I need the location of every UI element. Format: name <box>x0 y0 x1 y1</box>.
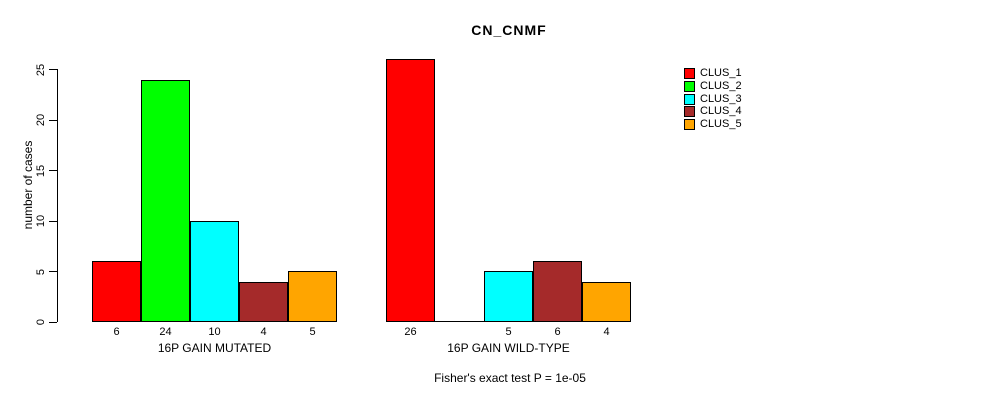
bar-value-label: 10 <box>208 326 221 338</box>
bar-zero-CLUS_2 <box>435 321 484 322</box>
bar-CLUS_3 <box>484 271 533 322</box>
legend-label: CLUS_2 <box>700 80 742 92</box>
y-tick-label: 25 <box>35 63 47 76</box>
legend-item: CLUS_4 <box>684 105 742 117</box>
y-tick-mark <box>49 69 57 70</box>
y-tick-label: 10 <box>35 214 47 228</box>
y-tick-mark <box>49 170 57 171</box>
y-axis-title: number of cases <box>21 140 35 230</box>
legend-label: CLUS_5 <box>700 118 742 130</box>
legend-swatch-CLUS_4 <box>684 105 695 117</box>
legend-item: CLUS_3 <box>684 93 742 105</box>
y-tick-mark <box>49 220 57 222</box>
x-axis-group-label: 16P GAIN WILD-TYPE <box>447 341 570 355</box>
chart-title: CN_CNMF <box>471 22 547 38</box>
bar-CLUS_4 <box>533 261 582 322</box>
bar-CLUS_5 <box>582 282 631 322</box>
bar-CLUS_5 <box>288 271 337 322</box>
bar-CLUS_1 <box>92 261 141 322</box>
bar-value-label: 6 <box>554 326 561 338</box>
y-tick-label: 5 <box>35 268 47 275</box>
legend-item: CLUS_1 <box>684 67 742 79</box>
bar-value-label: 4 <box>260 326 267 338</box>
footnote-text: Fisher's exact test P = 1e-05 <box>434 371 586 385</box>
bar-value-label: 4 <box>603 326 610 338</box>
legend-swatch-CLUS_1 <box>684 67 695 79</box>
bar-value-label: 26 <box>404 326 417 338</box>
bar-CLUS_3 <box>190 221 239 322</box>
bar-value-label: 5 <box>505 326 512 338</box>
legend-label: CLUS_4 <box>700 105 742 117</box>
legend-swatch-CLUS_2 <box>684 80 695 92</box>
legend-item: CLUS_2 <box>684 80 742 92</box>
y-tick-mark <box>49 119 57 121</box>
x-axis-group-label: 16P GAIN MUTATED <box>157 341 272 355</box>
legend-label: CLUS_3 <box>700 93 742 105</box>
bar-CLUS_1 <box>386 59 435 322</box>
y-axis-line <box>57 69 58 322</box>
y-tick-mark <box>49 321 57 323</box>
bar-CLUS_4 <box>239 282 288 322</box>
y-tick-label: 0 <box>35 318 47 326</box>
legend-swatch-CLUS_5 <box>684 118 695 130</box>
bar-value-label: 24 <box>159 326 172 338</box>
y-tick-label: 20 <box>35 113 47 127</box>
legend-label: CLUS_1 <box>700 67 742 79</box>
legend-swatch-CLUS_3 <box>684 93 695 105</box>
bar-value-label: 6 <box>113 326 120 338</box>
y-tick-label: 15 <box>35 164 47 177</box>
bar-value-label: 5 <box>309 326 316 338</box>
bar-CLUS_2 <box>141 80 190 322</box>
legend-item: CLUS_5 <box>684 118 742 130</box>
y-tick-mark <box>49 271 57 272</box>
